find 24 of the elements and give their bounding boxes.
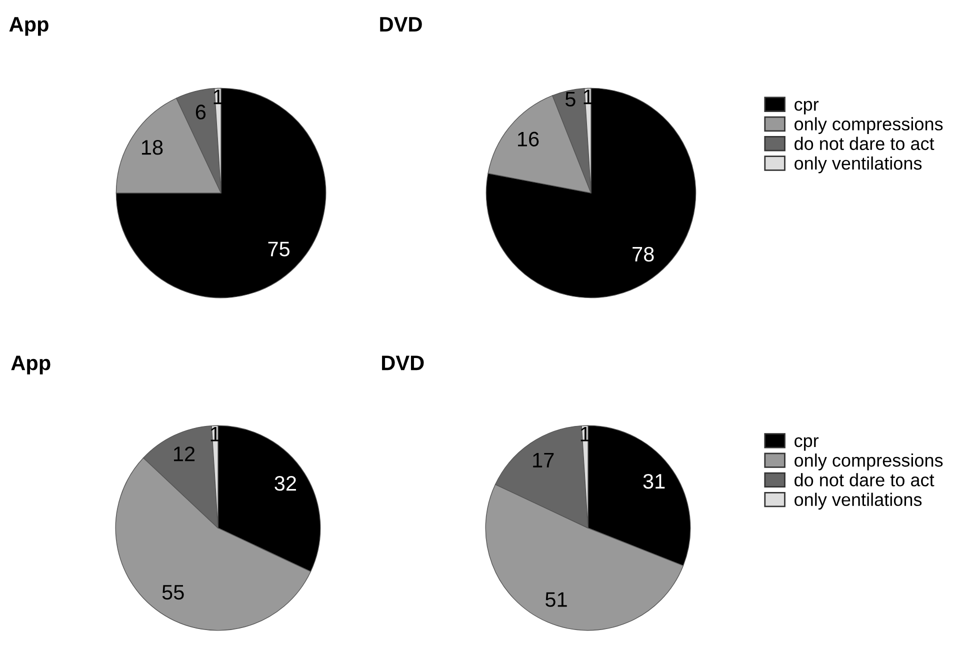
data-label: 17 <box>533 452 554 468</box>
data-label: 12 <box>174 446 195 462</box>
legend-label: only compressions <box>794 453 943 470</box>
data-label: 51 <box>546 592 567 607</box>
legend-label: only compressions <box>794 117 943 134</box>
data-label: 32 <box>274 476 296 491</box>
data-label: 31 <box>643 474 665 489</box>
data-label: 78 <box>632 246 654 262</box>
legend-label: only ventilations <box>794 156 922 174</box>
legend-label: cpr <box>794 100 819 114</box>
chart-title: App <box>11 356 50 374</box>
data-label: 55 <box>162 585 184 600</box>
legend-label: do not dare to act <box>794 136 934 150</box>
data-label: 6 <box>196 104 206 120</box>
data-label: 75 <box>268 242 290 256</box>
data-label: 18 <box>142 140 163 155</box>
chart-title: DVD <box>380 17 422 32</box>
chart-title: DVD <box>382 356 424 370</box>
legend-label: cpr <box>794 437 819 451</box>
data-label: 16 <box>518 132 539 146</box>
legend-label: only ventilations <box>794 492 922 510</box>
chart-title: App <box>9 17 48 36</box>
data-label: 5 <box>565 92 576 107</box>
legend-label: do not dare to act <box>794 473 934 486</box>
